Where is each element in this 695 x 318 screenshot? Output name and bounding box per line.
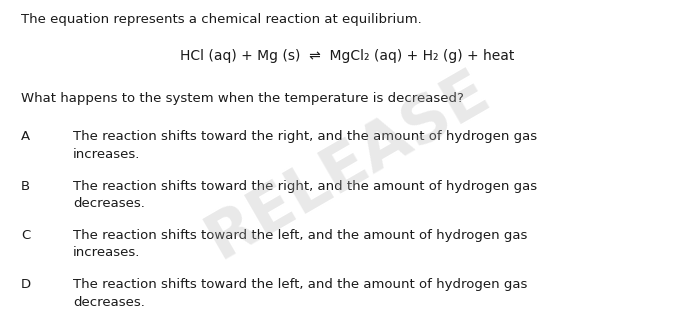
Text: A: A	[21, 130, 30, 143]
Text: The reaction shifts toward the left, and the amount of hydrogen gas
decreases.: The reaction shifts toward the left, and…	[73, 278, 528, 309]
Text: The equation represents a chemical reaction at equilibrium.: The equation represents a chemical react…	[21, 13, 422, 26]
Text: RELEASE: RELEASE	[195, 59, 500, 271]
Text: The reaction shifts toward the left, and the amount of hydrogen gas
increases.: The reaction shifts toward the left, and…	[73, 229, 528, 259]
Text: The reaction shifts toward the right, and the amount of hydrogen gas
decreases.: The reaction shifts toward the right, an…	[73, 180, 537, 210]
Text: D: D	[21, 278, 31, 291]
Text: What happens to the system when the temperature is decreased?: What happens to the system when the temp…	[21, 92, 464, 105]
Text: C: C	[21, 229, 30, 242]
Text: The reaction shifts toward the right, and the amount of hydrogen gas
increases.: The reaction shifts toward the right, an…	[73, 130, 537, 161]
Text: B: B	[21, 180, 30, 193]
Text: HCl (aq) + Mg (s)  ⇌  MgCl₂ (aq) + H₂ (g) + heat: HCl (aq) + Mg (s) ⇌ MgCl₂ (aq) + H₂ (g) …	[180, 49, 515, 63]
